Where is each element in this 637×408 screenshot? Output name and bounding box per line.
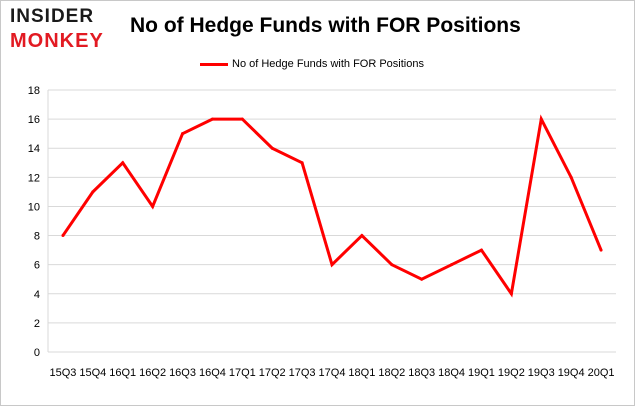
- data-point: [270, 146, 274, 150]
- x-tick-label: 17Q2: [259, 367, 286, 379]
- data-point: [330, 263, 334, 267]
- y-tick-label: 6: [34, 260, 40, 272]
- data-point: [300, 161, 304, 165]
- data-point: [509, 292, 513, 296]
- x-tick-label: 15Q3: [49, 367, 76, 379]
- data-point: [61, 234, 65, 238]
- x-tick-label: 20Q1: [588, 367, 615, 379]
- y-tick-label: 18: [28, 85, 40, 97]
- data-point: [121, 161, 125, 165]
- logo-text-insider: INSIDER: [10, 6, 95, 27]
- data-point: [181, 132, 185, 136]
- y-tick-label: 12: [28, 172, 40, 184]
- x-tick-label: 16Q2: [139, 367, 166, 379]
- x-tick-label: 18Q2: [378, 367, 405, 379]
- x-tick-label: 19Q4: [558, 367, 585, 379]
- x-tick-label: 18Q3: [408, 367, 435, 379]
- y-tick-label: 2: [34, 318, 40, 330]
- data-point: [360, 234, 364, 238]
- data-point: [599, 248, 603, 252]
- x-tick-label: 19Q1: [468, 367, 495, 379]
- data-point: [569, 175, 573, 179]
- x-tick-label: 17Q1: [229, 367, 256, 379]
- x-tick-label: 16Q1: [109, 367, 136, 379]
- x-tick-label: 18Q1: [348, 367, 375, 379]
- x-tick-label: 16Q4: [199, 367, 226, 379]
- y-tick-label: 16: [28, 114, 40, 126]
- x-tick-label: 18Q4: [438, 367, 465, 379]
- x-tick-label: 19Q2: [498, 367, 525, 379]
- y-tick-label: 14: [28, 143, 40, 155]
- y-tick-label: 8: [34, 231, 40, 243]
- data-point: [210, 117, 214, 121]
- legend-label: No of Hedge Funds with FOR Positions: [232, 58, 424, 70]
- y-tick-label: 0: [34, 347, 40, 359]
- x-tick-label: 17Q3: [289, 367, 316, 379]
- logo-text-monkey: MONKEY: [10, 30, 104, 52]
- chart-title: No of Hedge Funds with FOR Positions: [130, 14, 521, 37]
- y-tick-label: 4: [34, 289, 40, 301]
- x-tick-label: 19Q3: [528, 367, 555, 379]
- data-point: [390, 263, 394, 267]
- y-tick-label: 10: [28, 201, 40, 213]
- legend-swatch: [200, 62, 228, 66]
- data-point: [91, 190, 95, 194]
- data-point: [151, 204, 155, 208]
- data-point: [539, 117, 543, 121]
- insider-monkey-logo: INSIDER MONKEY: [10, 6, 118, 54]
- x-tick-label: 15Q4: [79, 367, 106, 379]
- data-point: [420, 277, 424, 281]
- x-tick-label: 17Q4: [319, 367, 346, 379]
- chart-legend: No of Hedge Funds with FOR Positions: [200, 56, 424, 72]
- data-point: [450, 263, 454, 267]
- x-tick-label: 16Q3: [169, 367, 196, 379]
- data-point: [240, 117, 244, 121]
- data-point: [479, 248, 483, 252]
